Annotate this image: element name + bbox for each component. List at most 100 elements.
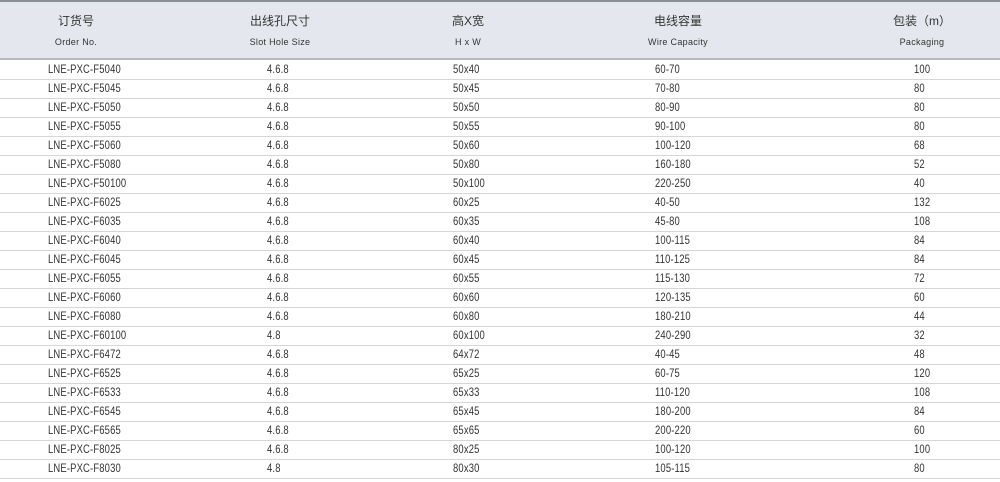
cell-order-no: LNE-PXC-F6472 (48, 349, 121, 361)
cell-wire-capacity: 180-200 (655, 406, 691, 418)
cell-wire-capacity: 120-135 (655, 292, 691, 304)
table-row: LNE-PXC-F6060 4.6.8 60x60 120-135 60 (0, 289, 1000, 308)
cell-wire-capacity: 40-45 (655, 349, 680, 361)
table-row: LNE-PXC-F6040 4.6.8 60x40 100-115 84 (0, 232, 1000, 251)
cell-slot-hole-size: 4.6.8 (267, 425, 289, 437)
cell-order-no: LNE-PXC-F60100 (48, 330, 127, 342)
column-header-packaging: 包装（m） Packaging (822, 2, 1000, 47)
cell-height-width: 50x55 (453, 121, 480, 133)
cell-slot-hole-size: 4.6.8 (267, 159, 289, 171)
cell-height-width: 65x25 (453, 368, 480, 380)
cell-slot-hole-size: 4.6.8 (267, 406, 289, 418)
table-row: LNE-PXC-F6472 4.6.8 64x72 40-45 48 (0, 346, 1000, 365)
table-header: 订货号 Order No. 出线孔尺寸 Slot Hole Size 高X宽 H x W 电… (0, 0, 1000, 60)
cell-packaging: 44 (914, 311, 925, 323)
table-row: LNE-PXC-F50100 4.6.8 50x100 220-250 40 (0, 175, 1000, 194)
column-title-en: H x W (455, 37, 481, 47)
cell-packaging: 72 (914, 273, 925, 285)
column-title-zh: 电线容量 (653, 14, 702, 28)
cell-wire-capacity: 115-130 (655, 273, 691, 285)
cell-wire-capacity: 60-70 (655, 64, 680, 76)
cell-height-width: 50x40 (453, 64, 480, 76)
column-header-wire-capacity: 电线容量 Wire Capacity (578, 2, 778, 47)
cell-packaging: 80 (914, 121, 925, 133)
cell-wire-capacity: 100-115 (655, 235, 691, 247)
cell-wire-capacity: 60-75 (655, 368, 680, 380)
cell-wire-capacity: 105-115 (655, 463, 691, 475)
cell-height-width: 65x65 (453, 425, 480, 437)
cell-height-width: 50x50 (453, 102, 480, 114)
cell-order-no: LNE-PXC-F6545 (48, 406, 121, 418)
cell-height-width: 60x25 (453, 197, 480, 209)
table-row: LNE-PXC-F6525 4.6.8 65x25 60-75 120 (0, 365, 1000, 384)
cell-order-no: LNE-PXC-F6525 (48, 368, 121, 380)
cell-slot-hole-size: 4.6.8 (267, 197, 289, 209)
cell-wire-capacity: 45-80 (655, 216, 680, 228)
cell-height-width: 65x45 (453, 406, 480, 418)
column-header-slot-hole-size: 出线孔尺寸 Slot Hole Size (180, 2, 380, 47)
cell-slot-hole-size: 4.6.8 (267, 121, 289, 133)
column-header-order-no: 订货号 Order No. (0, 2, 176, 47)
cell-wire-capacity: 100-120 (655, 444, 691, 456)
cell-packaging: 84 (914, 235, 925, 247)
table-row: LNE-PXC-F6055 4.6.8 60x55 115-130 72 (0, 270, 1000, 289)
table-row: LNE-PXC-F6080 4.6.8 60x80 180-210 44 (0, 308, 1000, 327)
cell-slot-hole-size: 4.6.8 (267, 292, 289, 304)
cell-height-width: 60x80 (453, 311, 480, 323)
cell-order-no: LNE-PXC-F5045 (48, 83, 121, 95)
cell-order-no: LNE-PXC-F6565 (48, 425, 121, 437)
table-row: LNE-PXC-F6045 4.6.8 60x45 110-125 84 (0, 251, 1000, 270)
cell-height-width: 64x72 (453, 349, 480, 361)
table-row: LNE-PXC-F5060 4.6.8 50x60 100-120 68 (0, 137, 1000, 156)
cell-slot-hole-size: 4.6.8 (267, 349, 289, 361)
cell-packaging: 32 (914, 330, 925, 342)
column-title-zh: 高X宽 (451, 14, 484, 28)
cell-packaging: 80 (914, 463, 925, 475)
cell-packaging: 100 (914, 64, 931, 76)
cell-order-no: LNE-PXC-F5060 (48, 140, 121, 152)
cell-height-width: 50x80 (453, 159, 480, 171)
cell-packaging: 52 (914, 159, 925, 171)
cell-height-width: 60x60 (453, 292, 480, 304)
column-title-zh: 订货号 (57, 14, 94, 28)
cell-height-width: 50x60 (453, 140, 480, 152)
cell-order-no: LNE-PXC-F6080 (48, 311, 121, 323)
cell-order-no: LNE-PXC-F5050 (48, 102, 121, 114)
cell-order-no: LNE-PXC-F8025 (48, 444, 121, 456)
column-title-en: Slot Hole Size (249, 37, 311, 47)
cell-packaging: 84 (914, 406, 925, 418)
cell-packaging: 80 (914, 83, 925, 95)
column-title-en: Packaging (899, 37, 945, 47)
cell-slot-hole-size: 4.6.8 (267, 368, 289, 380)
cell-height-width: 65x33 (453, 387, 480, 399)
cell-height-width: 50x45 (453, 83, 480, 95)
cell-wire-capacity: 220-250 (655, 178, 691, 190)
cell-height-width: 60x100 (453, 330, 485, 342)
cell-packaging: 68 (914, 140, 925, 152)
table-row: LNE-PXC-F5050 4.6.8 50x50 80-90 80 (0, 99, 1000, 118)
cell-packaging: 100 (914, 444, 931, 456)
cell-wire-capacity: 200-220 (655, 425, 691, 437)
table-row: LNE-PXC-F6035 4.6.8 60x35 45-80 108 (0, 213, 1000, 232)
cell-slot-hole-size: 4.6.8 (267, 140, 289, 152)
cell-order-no: LNE-PXC-F6055 (48, 273, 121, 285)
cell-order-no: LNE-PXC-F6060 (48, 292, 121, 304)
cell-packaging: 108 (914, 387, 931, 399)
cell-order-no: LNE-PXC-F5080 (48, 159, 121, 171)
table-row: LNE-PXC-F60100 4.8 60x100 240-290 32 (0, 327, 1000, 346)
cell-wire-capacity: 90-100 (655, 121, 686, 133)
table-row: LNE-PXC-F6025 4.6.8 60x25 40-50 132 (0, 194, 1000, 213)
cell-wire-capacity: 70-80 (655, 83, 680, 95)
cell-height-width: 60x40 (453, 235, 480, 247)
table-row: LNE-PXC-F8030 4.8 80x30 105-115 80 (0, 460, 1000, 479)
cell-slot-hole-size: 4.6.8 (267, 444, 289, 456)
column-title-en: Order No. (54, 37, 98, 47)
cell-wire-capacity: 180-210 (655, 311, 691, 323)
cell-slot-hole-size: 4.6.8 (267, 387, 289, 399)
cell-packaging: 40 (914, 178, 925, 190)
cell-order-no: LNE-PXC-F6040 (48, 235, 121, 247)
cell-packaging: 84 (914, 254, 925, 266)
table-row: LNE-PXC-F6545 4.6.8 65x45 180-200 84 (0, 403, 1000, 422)
table-row: LNE-PXC-F5080 4.6.8 50x80 160-180 52 (0, 156, 1000, 175)
cell-slot-hole-size: 4.8 (267, 330, 281, 342)
